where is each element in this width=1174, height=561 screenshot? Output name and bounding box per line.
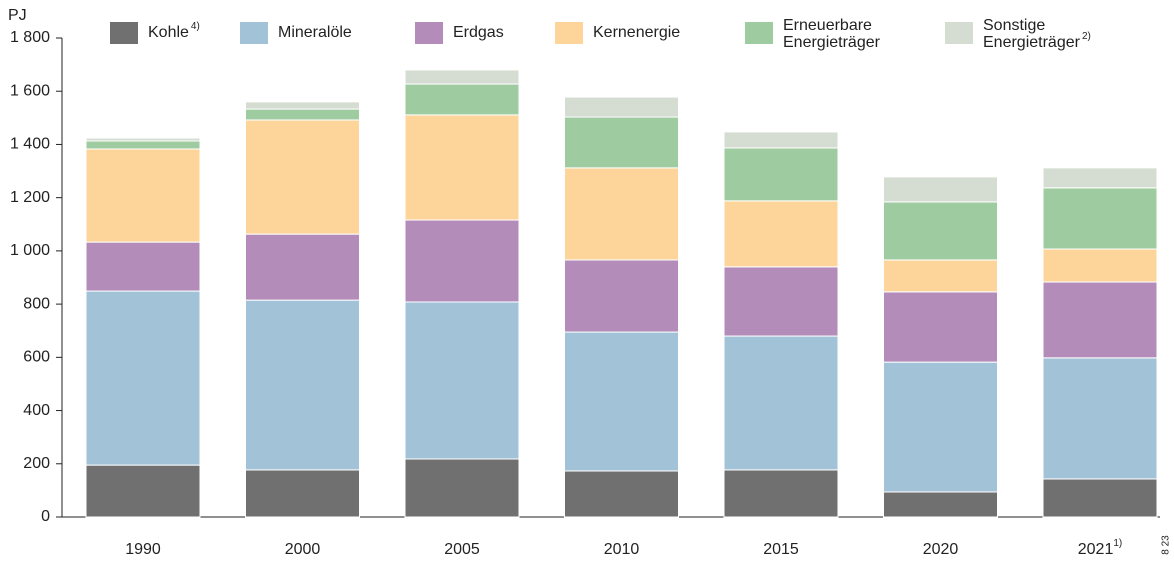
bar-segment xyxy=(1042,167,1158,189)
bar-segment xyxy=(404,83,520,116)
bar-segment xyxy=(883,491,998,518)
bar-segment xyxy=(564,96,679,118)
bar-segment xyxy=(883,259,998,293)
bar-segment xyxy=(404,114,520,221)
x-tick-label: 2010 xyxy=(604,541,640,558)
legend-name: Sonstige Energieträger xyxy=(983,17,1081,51)
y-tick-label: 600 xyxy=(23,349,50,366)
legend-name-line: Erneuerbare xyxy=(783,17,872,34)
legend-swatch xyxy=(240,22,268,44)
bar-segment xyxy=(564,470,679,518)
bar-segment xyxy=(723,147,839,202)
y-tick-label: 400 xyxy=(23,402,50,419)
bar-segment xyxy=(723,131,839,149)
bar-segment xyxy=(404,69,520,85)
y-tick-label: 0 xyxy=(41,508,50,525)
bar-segment xyxy=(723,469,839,518)
x-tick-label: 2000 xyxy=(285,541,321,558)
x-tick-label: 2015 xyxy=(763,541,799,558)
legend-swatch xyxy=(745,22,773,44)
legend-label: Erdgas xyxy=(453,24,504,41)
bar-segment xyxy=(883,201,998,261)
legend-swatch xyxy=(555,22,583,44)
legend-label: Erneuerbare Energieträger xyxy=(783,17,881,51)
bar-segment xyxy=(564,331,679,472)
bar-segment xyxy=(404,219,520,303)
bar-segment xyxy=(404,458,520,518)
bar-segment xyxy=(564,116,679,169)
bar-segment xyxy=(245,233,360,301)
legend-name-line: Energieträger xyxy=(983,34,1081,51)
x-tick-label: 2005 xyxy=(444,541,480,558)
x-tick-text: 2015 xyxy=(763,541,799,558)
legend-footnote: 4) xyxy=(191,21,200,32)
y-tick-label: 1 200 xyxy=(10,189,50,206)
bar-segment xyxy=(723,200,839,268)
bar-segment xyxy=(245,119,360,235)
bar-segment xyxy=(245,299,360,471)
legend-swatch xyxy=(415,22,443,44)
bar-segment xyxy=(1042,478,1158,518)
bar-segment xyxy=(1042,281,1158,359)
legend-label: Kohle 4) xyxy=(148,21,200,42)
y-tick-label: 1 800 xyxy=(10,29,50,46)
y-tick-label: 800 xyxy=(23,295,50,312)
legend-swatch xyxy=(945,22,973,44)
source-code: 8 23 xyxy=(1161,535,1172,555)
legend-swatch xyxy=(110,22,138,44)
bar-segment xyxy=(85,148,201,243)
legend-label: Kernenergie xyxy=(593,24,680,41)
y-tick-label: 200 xyxy=(23,455,50,472)
x-tick-text: 2020 xyxy=(923,541,959,558)
x-tick-text: 2010 xyxy=(604,541,640,558)
bar-segment xyxy=(1042,187,1158,250)
legend-footnote: 2) xyxy=(1082,31,1091,42)
bar-segment xyxy=(564,167,679,261)
bar-segment xyxy=(723,335,839,471)
legend-name: Erneuerbare Energieträger xyxy=(783,17,881,51)
bar-segment xyxy=(883,176,998,203)
bar-segment xyxy=(564,259,679,333)
legend-name: Kernenergie xyxy=(593,24,680,41)
legend-name-line: Sonstige xyxy=(983,17,1045,34)
x-tick-text: 2005 xyxy=(444,541,480,558)
legend-name: Kohle xyxy=(148,24,189,41)
bar-segment xyxy=(723,266,839,337)
bar-segment xyxy=(85,464,201,518)
legend-name: Mineralöle xyxy=(278,24,352,41)
y-tick-label: 1 600 xyxy=(10,82,50,99)
y-tick-label: 1 400 xyxy=(10,136,50,153)
legend-name-line: Energieträger xyxy=(783,34,881,51)
legend-name: Erdgas xyxy=(453,24,504,41)
bar-segment xyxy=(85,241,201,292)
x-tick-label: 20211) xyxy=(1078,538,1123,559)
bar-segment xyxy=(1042,357,1158,480)
bar-segment xyxy=(404,301,520,460)
bar-segment xyxy=(883,291,998,363)
bar-segment xyxy=(1042,248,1158,283)
legend-label: Sonstige Energieträger 2) xyxy=(983,17,1091,51)
x-tick-text: 1990 xyxy=(125,541,161,558)
bar-segment xyxy=(245,108,360,121)
x-tick-text: 2021 xyxy=(1078,541,1114,558)
y-axis-label: PJ xyxy=(8,7,27,24)
bar-segment xyxy=(85,290,201,466)
bar-segment xyxy=(85,137,201,142)
x-tick-label: 2020 xyxy=(923,541,959,558)
bar-segment xyxy=(883,361,998,493)
bar-segment xyxy=(85,140,201,150)
legend-label: Mineralöle xyxy=(278,24,352,41)
x-tick-text: 2000 xyxy=(285,541,321,558)
bar-segment xyxy=(245,101,360,110)
x-tick-footnote: 1) xyxy=(1113,538,1122,549)
bar-segment xyxy=(245,469,360,518)
y-tick-label: 1 000 xyxy=(10,242,50,259)
x-tick-label: 1990 xyxy=(125,541,161,558)
